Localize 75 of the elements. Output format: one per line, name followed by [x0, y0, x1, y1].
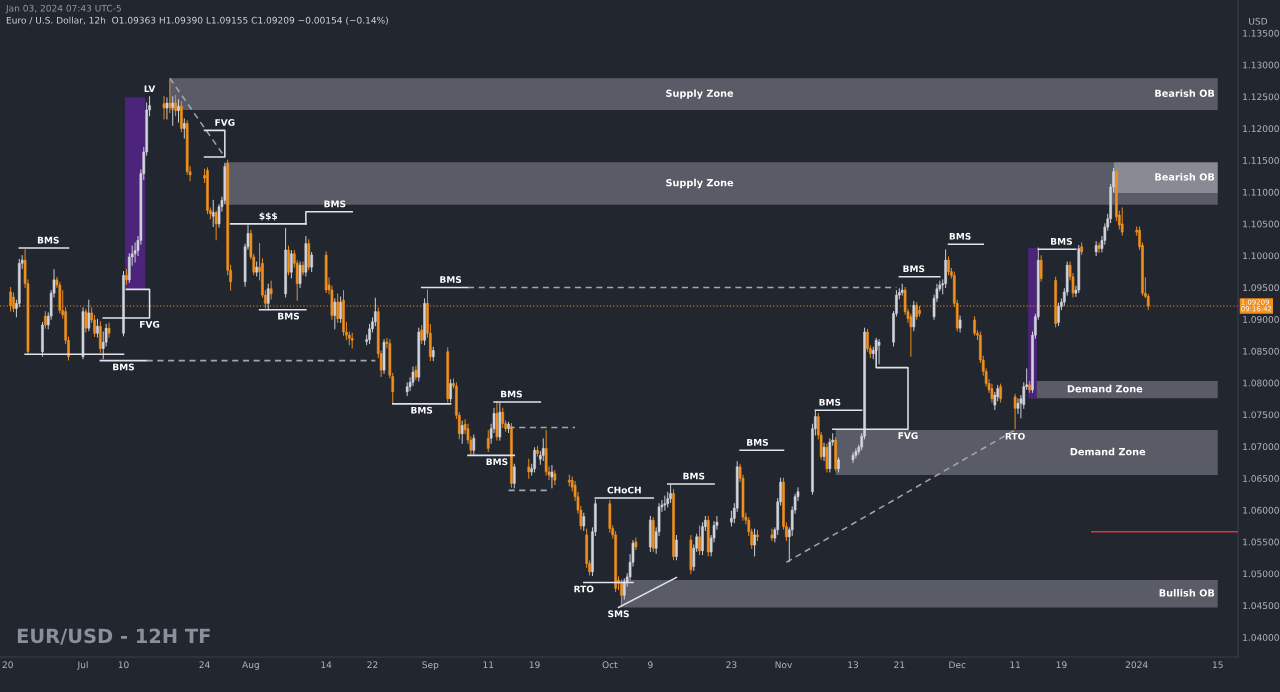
y-tick-label: 1.04500 — [1243, 602, 1279, 610]
x-tick-label: 24 — [199, 661, 210, 669]
annotation: Bearish OB — [1155, 173, 1215, 181]
x-tick-label: Sep — [422, 661, 439, 670]
x-tick-label: 10 — [118, 661, 129, 669]
y-tick-label: 1.12500 — [1243, 93, 1279, 101]
annotation: $$$ — [259, 212, 278, 221]
annotation: SMS — [608, 610, 629, 618]
x-tick-label: 9 — [648, 661, 653, 669]
y-tick-label: 1.07000 — [1243, 443, 1279, 451]
x-tick-label: Oct — [602, 661, 618, 669]
text: EUR/USD - 12H TF — [17, 628, 210, 645]
x-tick-label: Dec — [949, 661, 966, 669]
y-tick-label: 1.11000 — [1243, 188, 1279, 196]
x-tick-label: 19 — [1056, 661, 1067, 669]
y-tick-label: 1.09000 — [1243, 316, 1279, 323]
annotation: BMS — [683, 472, 705, 480]
annotation: LV — [144, 85, 156, 93]
x-tick-label: 11 — [483, 661, 494, 669]
annotation: BMS — [324, 200, 346, 208]
x-tick-label: 23 — [726, 661, 737, 669]
annotation: BMS — [819, 398, 841, 406]
y-tick-label: 1.08000 — [1243, 379, 1279, 387]
annotation: Bearish OB — [1155, 89, 1215, 97]
annotation: Jan 03, 2024 07:43 UTC-5 — [5, 4, 121, 14]
x-tick-label: 22 — [367, 661, 378, 669]
text: Euro / U.S. Dollar, 12h O1.09363 H1.09390 L1.09155 C1.09209 −0.00154 (−0.14%) — [6, 16, 388, 25]
annotation: BMS — [113, 363, 135, 371]
annotation: FVG — [898, 432, 918, 440]
annotation: FVG — [215, 119, 235, 126]
annotation: RTO — [574, 585, 594, 593]
x-tick-label: 20 — [2, 661, 13, 669]
y-tick-label: 1.05500 — [1243, 538, 1279, 546]
y-tick-label: 1.04000 — [1243, 634, 1279, 641]
annotation: BMS — [278, 312, 300, 320]
annotation: Demand Zone — [1067, 384, 1143, 393]
annotation: BMS — [37, 236, 59, 244]
x-tick-label: Jul — [77, 661, 88, 670]
y-tick-label: 1.13000 — [1243, 61, 1279, 69]
annotation: BMS — [411, 406, 433, 414]
y-tick-label: 1.07500 — [1243, 411, 1279, 419]
annotation: BMS — [1051, 237, 1072, 245]
annotation: RTO — [1005, 432, 1025, 440]
x-tick-label: 19 — [529, 661, 540, 669]
x-tick-label: 15 — [1212, 661, 1223, 669]
annotation: BMS — [747, 438, 768, 446]
annotation: BMS — [501, 390, 522, 398]
x-tick-label: 2024 — [1125, 661, 1148, 669]
y-tick-label: 1.08500 — [1243, 347, 1279, 355]
annotation: Supply Zone — [666, 178, 734, 189]
x-tick-label: 11 — [1010, 661, 1021, 669]
y-tick-label: 1.06000 — [1243, 506, 1279, 514]
y-tick-label: 1.12000 — [1243, 125, 1279, 133]
annotation: BMS — [440, 276, 462, 283]
annotation: BMS — [903, 265, 925, 273]
x-tick-label: 14 — [321, 661, 332, 669]
y-tick-label: 1.06500 — [1243, 475, 1279, 482]
y-tick-label: 1.09500 — [1243, 284, 1279, 292]
annotation: BMS — [486, 458, 508, 466]
x-tick-label: 21 — [894, 661, 905, 669]
y-tick-label: 1.10500 — [1243, 220, 1279, 228]
annotation: Supply Zone — [666, 89, 734, 99]
x-tick-label: 13 — [848, 661, 859, 669]
annotation: Demand Zone — [1070, 447, 1146, 456]
y-tick-label: 1.13500 — [1243, 29, 1279, 37]
annotation: FVG — [140, 320, 160, 328]
annotation: BMS — [949, 232, 971, 240]
x-tick-label: Nov — [775, 661, 793, 669]
annotation: CHoCH — [607, 486, 641, 494]
y-axis-title: USD — [1249, 17, 1268, 25]
annotation: Bullish OB — [1159, 589, 1215, 597]
x-tick-label: Aug — [242, 661, 259, 670]
y-tick-label: 1.05000 — [1243, 570, 1279, 578]
y-tick-label: 1.11500 — [1243, 157, 1279, 164]
y-tick-label: 1.10000 — [1243, 252, 1279, 260]
